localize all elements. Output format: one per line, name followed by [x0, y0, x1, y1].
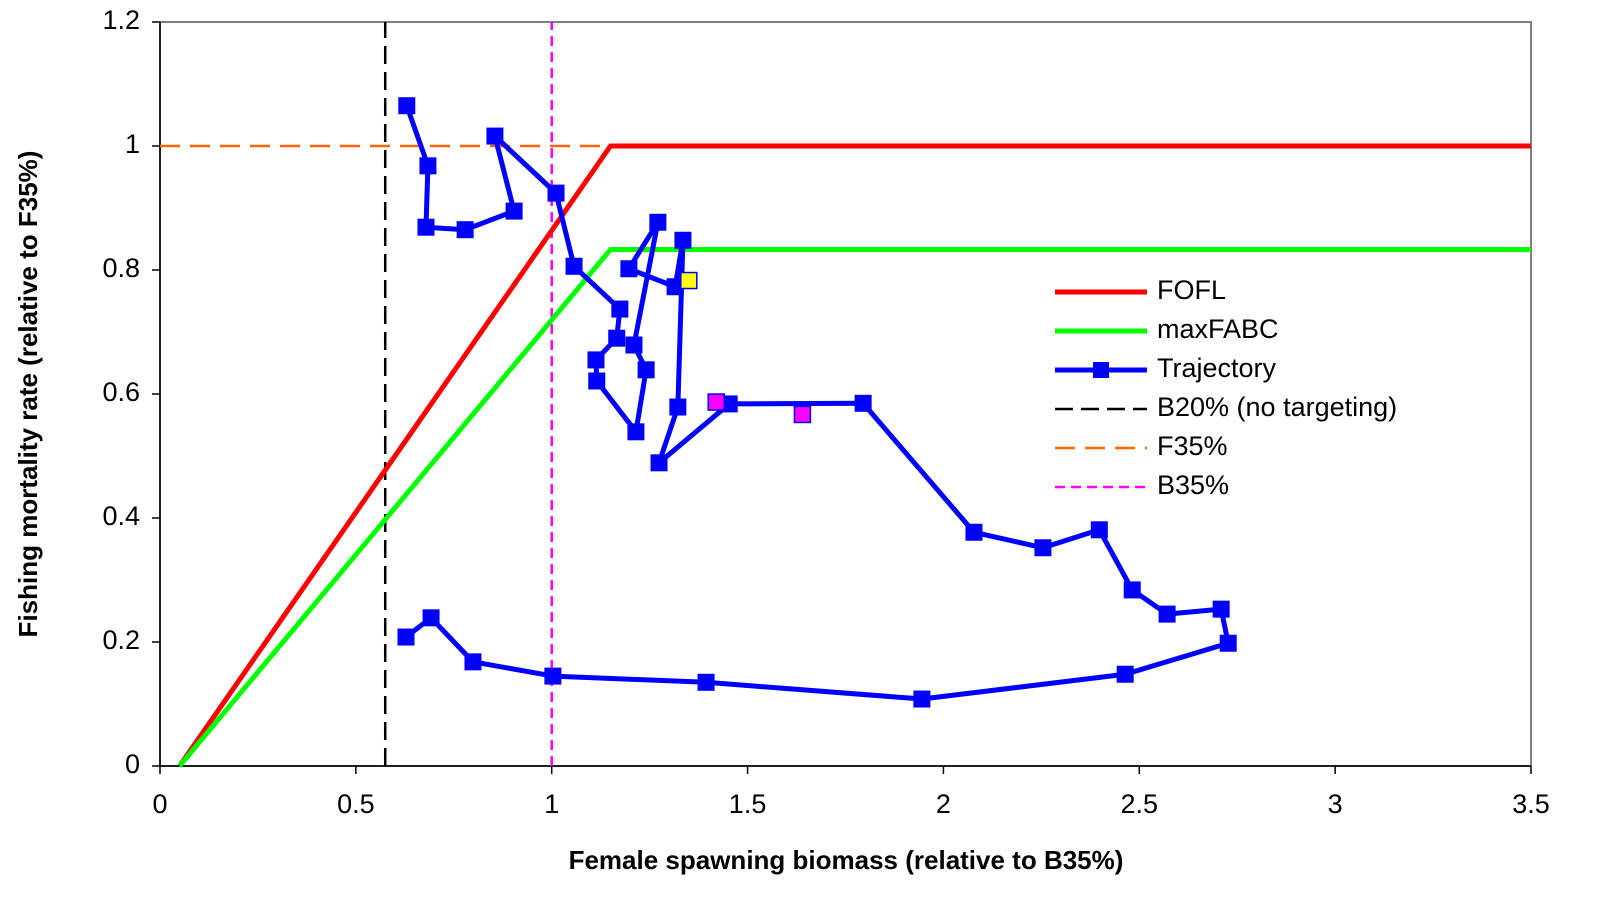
data-point	[486, 127, 504, 145]
data-point	[1034, 539, 1052, 557]
highlight-point	[707, 393, 725, 411]
x-axis-title: Female spawning biomass (relative to B35…	[569, 845, 1124, 875]
data-point	[669, 398, 687, 416]
data-point	[965, 523, 983, 541]
data-point	[620, 260, 638, 278]
y-tick-label: 0.8	[102, 253, 140, 283]
data-point	[1158, 605, 1176, 623]
x-tick-label: 0	[152, 789, 167, 819]
x-tick-label: 2	[936, 789, 951, 819]
data-point	[464, 653, 482, 671]
data-point	[544, 667, 562, 685]
x-tick-label: 1	[544, 789, 559, 819]
data-point	[505, 202, 523, 220]
y-tick-label: 0.2	[102, 625, 140, 655]
legend-label: Trajectory	[1157, 353, 1277, 383]
data-point	[649, 213, 667, 231]
legend-marker	[1093, 362, 1109, 378]
series-line	[177, 247, 1531, 768]
y-tick-label: 0.4	[102, 501, 140, 531]
data-point	[456, 221, 474, 239]
legend-label: B35%	[1157, 470, 1229, 500]
data-point	[587, 351, 605, 369]
data-point	[637, 361, 655, 379]
data-point	[608, 329, 626, 347]
data-point	[697, 673, 715, 691]
data-point	[422, 609, 440, 627]
x-tick-label: 1.5	[729, 789, 767, 819]
data-point	[1116, 665, 1134, 683]
x-tick-label: 2.5	[1121, 789, 1159, 819]
data-point	[650, 454, 668, 472]
y-tick-label: 1	[125, 129, 140, 159]
data-point	[625, 336, 643, 354]
data-point	[588, 372, 606, 390]
x-tick-label: 3	[1328, 789, 1343, 819]
legend-label: B20% (no targeting)	[1157, 392, 1397, 422]
y-tick-label: 0	[125, 749, 140, 779]
highlight-point	[793, 405, 812, 424]
data-point	[1219, 634, 1237, 652]
x-tick-label: 0.5	[337, 789, 375, 819]
data-point	[1090, 521, 1108, 539]
series-line	[404, 104, 1231, 702]
y-tick-label: 0.6	[102, 377, 140, 407]
data-point	[417, 218, 435, 236]
y-tick-label: 1.2	[102, 5, 140, 35]
data-point	[913, 690, 931, 708]
data-point	[611, 300, 629, 318]
y-axis-title: Fishing mortality rate (relative to F35%…	[13, 151, 43, 638]
legend-label: F35%	[1157, 431, 1228, 461]
x-tick-label: 3.5	[1512, 789, 1550, 819]
data-point	[398, 97, 416, 115]
data-point	[1212, 600, 1230, 618]
legend-label: maxFABC	[1157, 314, 1279, 344]
data-point	[565, 257, 583, 275]
highlight-point	[680, 271, 698, 290]
data-point	[547, 184, 565, 202]
data-point	[397, 628, 415, 646]
data-point	[627, 423, 645, 441]
data-point	[419, 157, 437, 175]
series-line	[177, 143, 1531, 768]
data-point	[854, 394, 872, 412]
legend-label: FOFL	[1157, 275, 1226, 305]
data-point	[674, 231, 692, 249]
data-point	[1123, 581, 1141, 599]
